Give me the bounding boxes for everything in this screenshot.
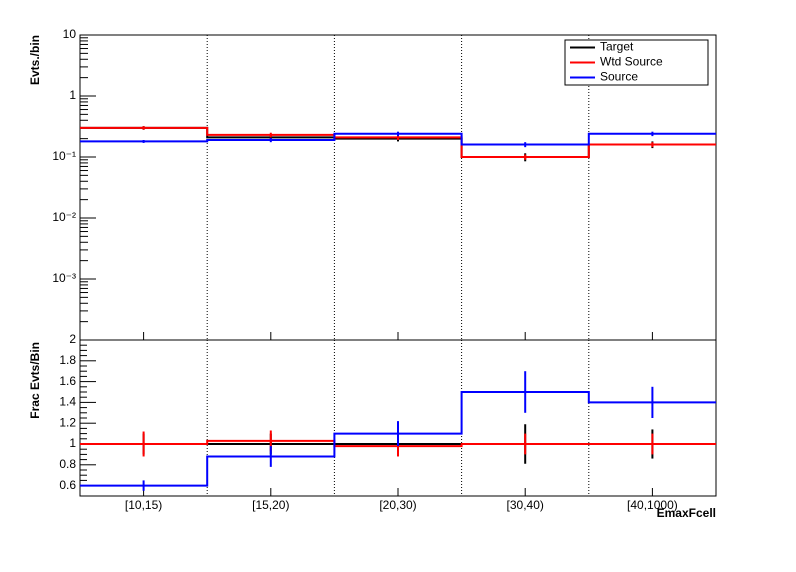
y-tick-label: 10⁻¹ (52, 149, 76, 163)
y-tick-label: 10 (63, 27, 77, 41)
y-tick-label: 1 (69, 88, 76, 102)
x-axis-label: EmaxFcell (657, 506, 716, 520)
y-tick-label: 1.2 (59, 415, 76, 429)
legend-label: Wtd Source (600, 55, 663, 69)
y-tick-label: 2 (69, 332, 76, 346)
x-tick-label: [20,30) (379, 498, 416, 512)
y-tick-label: 1.4 (59, 395, 76, 409)
y-tick-label: 10⁻³ (52, 271, 76, 285)
y-tick-label: 0.6 (59, 478, 76, 492)
legend-label: Target (600, 40, 634, 54)
y-tick-label: 10⁻² (52, 210, 76, 224)
legend-label: Source (600, 70, 638, 84)
y-tick-label: 1 (69, 436, 76, 450)
y-axis-label: Evts./bin (28, 35, 42, 85)
y-tick-label: 0.8 (59, 457, 76, 471)
x-tick-label: [15,20) (252, 498, 289, 512)
x-tick-label: [10,15) (125, 498, 162, 512)
y-tick-label: 1.8 (59, 353, 76, 367)
y-tick-label: 1.6 (59, 374, 76, 388)
x-tick-label: [30,40) (507, 498, 544, 512)
x-tick-label: [40,1000) (627, 498, 678, 512)
y-axis-label: Frac Evts/Bin (28, 342, 42, 419)
